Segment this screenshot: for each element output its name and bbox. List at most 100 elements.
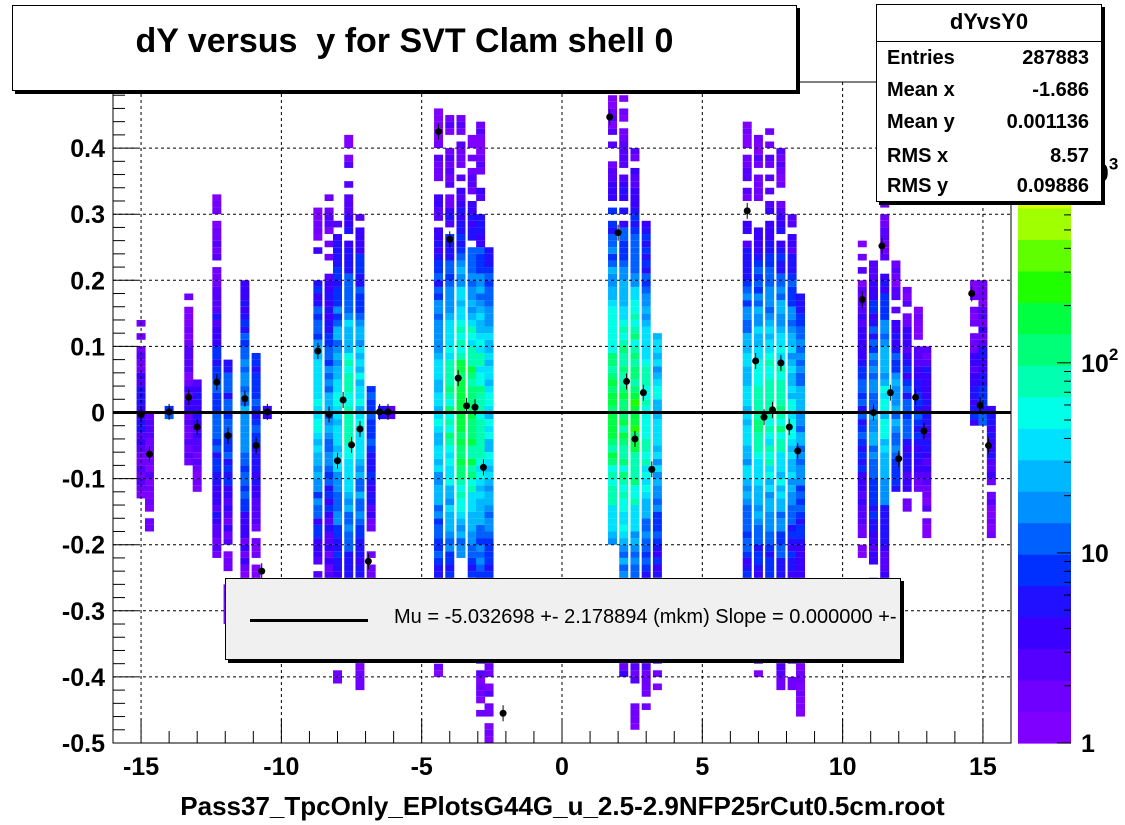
heatmap-cell <box>891 326 901 334</box>
profile-point <box>339 396 347 404</box>
heatmap-cell <box>742 240 752 248</box>
heatmap-cell <box>456 471 466 479</box>
heatmap-cell <box>344 386 354 393</box>
heatmap-cell <box>476 293 486 301</box>
heatmap-cell <box>212 366 222 373</box>
heatmap-cell <box>608 392 618 400</box>
heatmap-cell <box>880 200 890 208</box>
heatmap-cell <box>776 445 786 453</box>
heatmap-cell <box>630 657 640 664</box>
heatmap-cell <box>223 458 233 466</box>
heatmap-cell <box>796 359 806 367</box>
heatmap-cell <box>857 438 867 446</box>
heatmap-cell <box>641 551 651 558</box>
heatmap-cell <box>456 491 466 499</box>
heatmap-cell <box>641 306 651 314</box>
heatmap-cell <box>787 524 797 532</box>
heatmap-cell <box>192 445 202 453</box>
heatmap-cell <box>753 557 763 565</box>
heatmap-cell <box>619 425 629 433</box>
heatmap-cell <box>324 372 334 380</box>
heatmap-cell <box>787 306 797 314</box>
heatmap-cell <box>212 346 222 354</box>
heatmap-cell <box>869 511 878 519</box>
heatmap-cell <box>765 412 775 420</box>
heatmap-cell <box>913 458 923 466</box>
heatmap-cell <box>880 438 890 446</box>
heatmap-cell <box>212 326 222 334</box>
profile-point <box>606 113 614 121</box>
heatmap-cell <box>630 551 640 558</box>
heatmap-cell <box>869 478 878 486</box>
heatmap-cell <box>344 438 354 446</box>
heatmap-cell <box>869 471 878 479</box>
palette-label-exponent: 3 <box>1109 155 1118 174</box>
heatmap-cell <box>970 379 980 387</box>
heatmap-cell <box>445 432 455 439</box>
heatmap-cell <box>251 538 261 545</box>
heatmap-cell <box>434 412 444 420</box>
heatmap-cell <box>652 564 662 572</box>
heatmap-cell <box>869 438 878 446</box>
heatmap-cell <box>922 471 932 479</box>
heatmap-cell <box>344 471 354 479</box>
heatmap-cell <box>765 471 775 479</box>
heatmap-cell <box>753 313 763 320</box>
heatmap-cell <box>192 438 202 446</box>
heatmap-cell <box>630 399 640 406</box>
heatmap-cell <box>476 452 486 459</box>
heatmap-cell <box>366 412 376 420</box>
heatmap-cell <box>765 293 775 301</box>
heatmap-cell <box>445 319 455 327</box>
heatmap-cell <box>223 471 233 479</box>
heatmap-cell <box>765 557 775 565</box>
heatmap-cell <box>753 293 763 301</box>
heatmap-cell <box>857 412 867 420</box>
heatmap-cell <box>765 551 775 558</box>
profile-point <box>895 455 903 463</box>
heatmap-cell <box>796 538 806 545</box>
heatmap-cell <box>753 240 763 248</box>
heatmap-cell <box>445 491 455 499</box>
heatmap-cell <box>776 293 786 301</box>
heatmap-cell <box>765 247 775 254</box>
heatmap-cell <box>880 425 890 433</box>
heatmap-cell <box>456 438 466 446</box>
heatmap-cell <box>251 505 261 512</box>
heatmap-cell <box>434 366 444 373</box>
heatmap-cell <box>333 557 342 565</box>
heatmap-cell <box>765 313 775 320</box>
heatmap-cell <box>776 419 786 426</box>
heatmap-cell <box>313 445 323 453</box>
heatmap-cell <box>324 386 334 393</box>
heatmap-cell <box>467 141 477 149</box>
heatmap-cell <box>313 333 323 340</box>
heatmap-cell <box>313 326 323 334</box>
heatmap-cell <box>776 273 786 281</box>
heatmap-cell <box>608 372 618 380</box>
heatmap-cell <box>467 280 477 287</box>
heatmap-cell <box>251 485 261 492</box>
heatmap-cell <box>251 353 261 360</box>
heatmap-cell <box>366 485 376 492</box>
heatmap-cell <box>344 458 354 466</box>
heatmap-cell <box>913 319 923 327</box>
heatmap-cell <box>641 458 651 466</box>
heatmap-cell <box>753 412 763 420</box>
heatmap-cell <box>880 273 890 281</box>
heatmap-cell <box>467 207 477 215</box>
heatmap-cell <box>765 141 775 149</box>
heatmap-cell <box>796 425 806 433</box>
heatmap-cell <box>344 339 354 347</box>
heatmap-cell <box>476 148 486 155</box>
heatmap-cell <box>796 399 806 406</box>
heatmap-cell <box>753 531 763 539</box>
heatmap-cell <box>978 366 988 373</box>
heatmap-cell <box>484 247 494 254</box>
heatmap-cell <box>776 253 786 261</box>
heatmap-cell <box>765 538 775 545</box>
heatmap-cell <box>467 273 477 281</box>
heatmap-cell <box>212 339 222 347</box>
heatmap-cell <box>742 392 752 400</box>
heatmap-cell <box>922 438 932 446</box>
